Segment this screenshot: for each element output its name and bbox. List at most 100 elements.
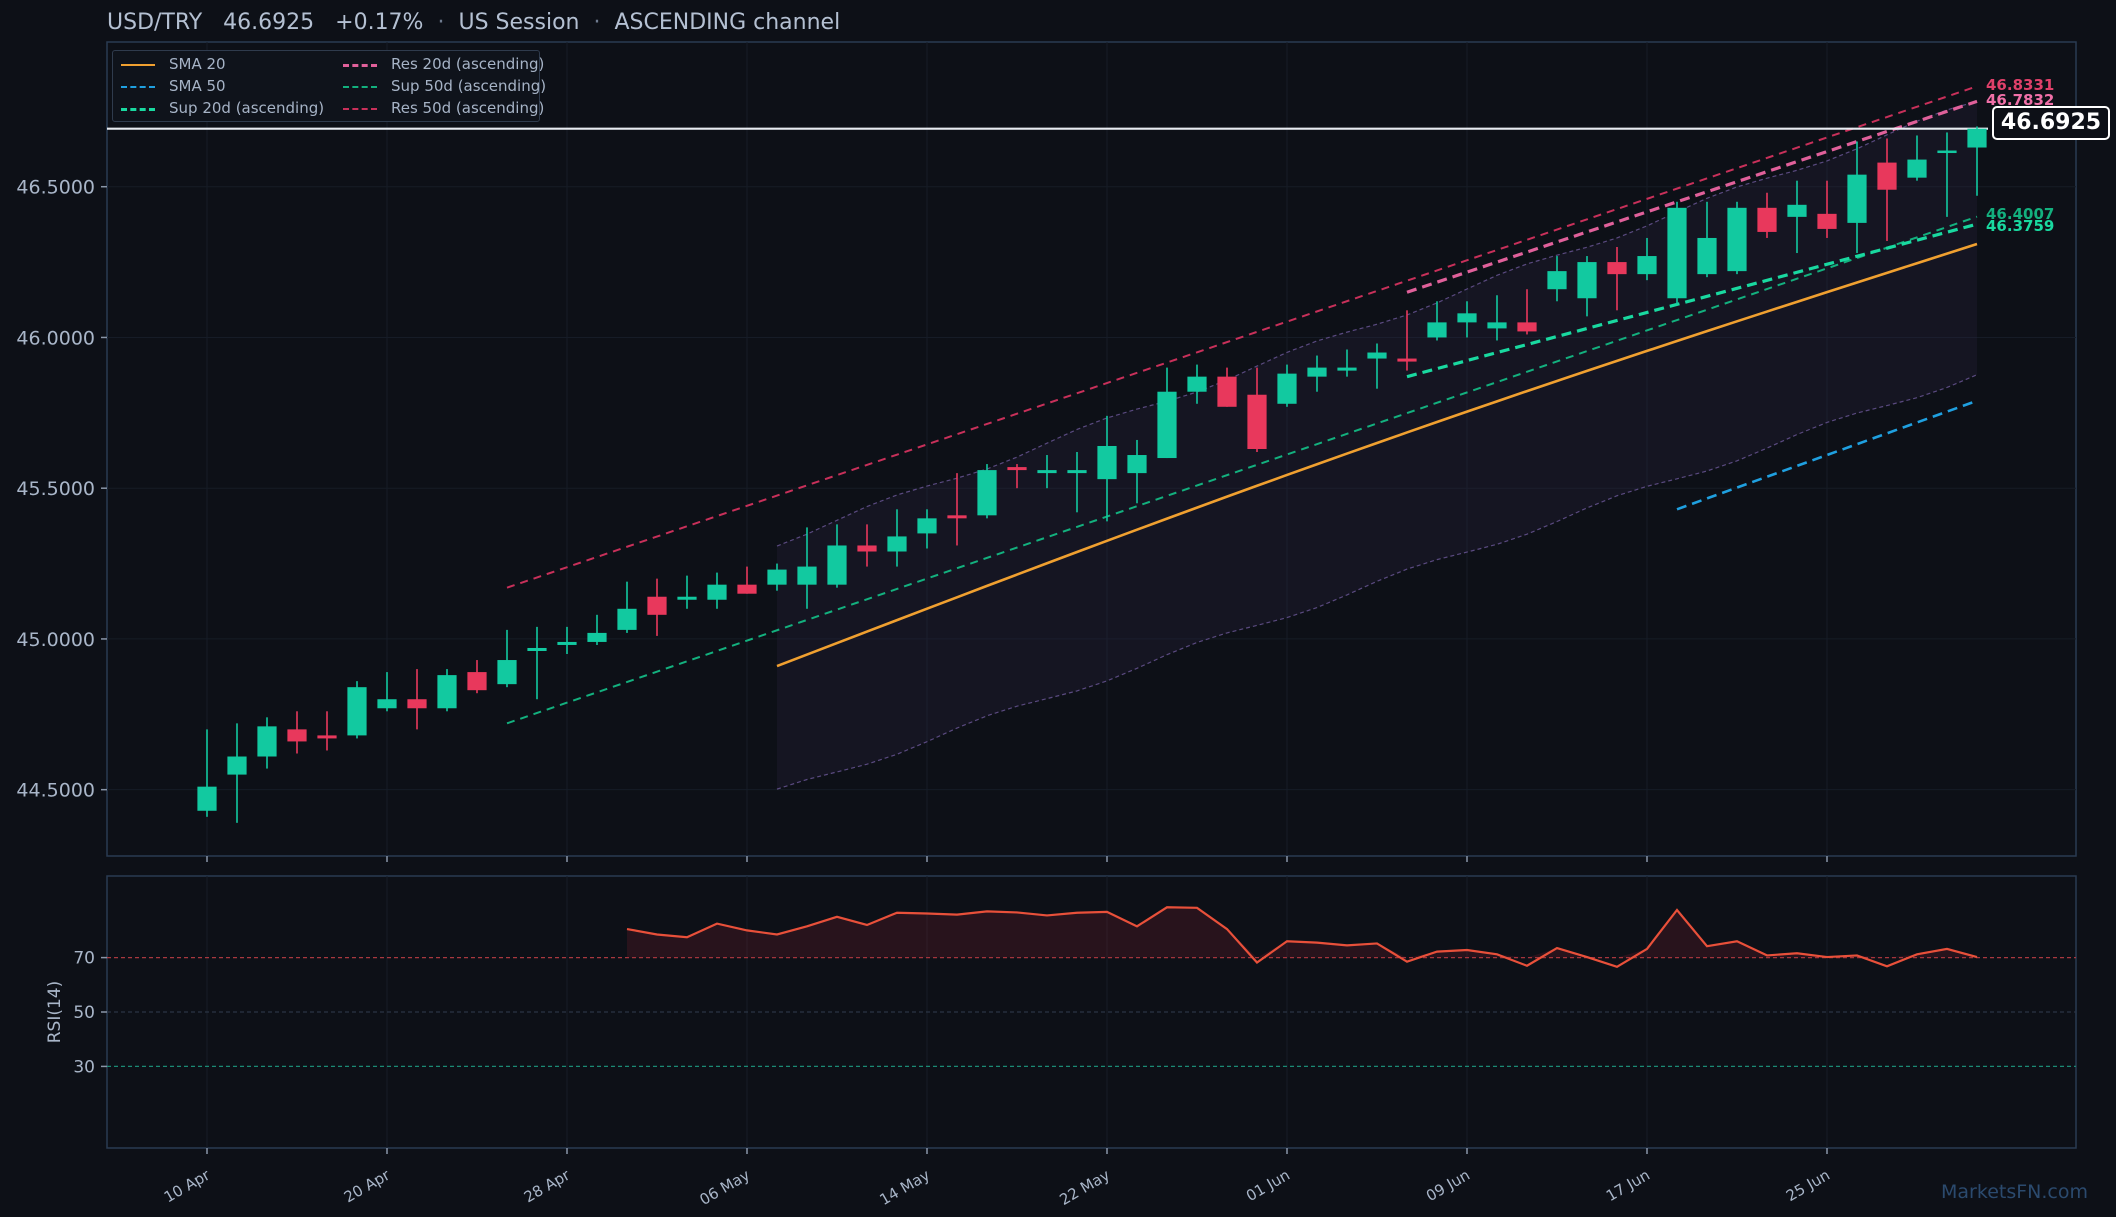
candle <box>617 581 637 633</box>
candle <box>257 717 277 769</box>
legend-label: Sup 50d (ascending) <box>391 77 547 95</box>
candle <box>1157 367 1177 459</box>
candle <box>1457 301 1477 338</box>
y-tick-label: 45.5000 <box>16 478 95 500</box>
candle <box>1547 256 1567 302</box>
candle <box>737 566 757 594</box>
candle <box>1337 349 1357 377</box>
candle <box>797 527 817 609</box>
candle-body <box>1817 213 1837 229</box>
candle-body <box>257 726 277 757</box>
level-label: 46.8331 <box>1986 76 2055 95</box>
upper-band-line <box>776 100 1978 547</box>
candle <box>347 681 367 739</box>
candle-body <box>857 545 877 552</box>
legend-label: SMA 20 <box>169 55 226 73</box>
candle-body <box>1457 313 1477 323</box>
candle-body <box>917 518 937 534</box>
candle <box>1577 256 1597 317</box>
channel-label: ASCENDING channel <box>614 10 841 35</box>
sup-50d-line <box>506 215 1978 725</box>
candle-body <box>1337 367 1357 371</box>
candle-body <box>1907 159 1927 178</box>
candle-body <box>1787 204 1807 217</box>
candle <box>467 660 487 694</box>
sma-20-line <box>776 242 1978 668</box>
candle-body <box>1547 271 1567 290</box>
candle-body <box>227 756 247 775</box>
legend-label: SMA 50 <box>169 77 226 95</box>
candle-body <box>1667 207 1687 299</box>
candle-body <box>707 584 727 600</box>
x-tick-label: 25 Jun <box>1783 1166 1833 1205</box>
session-label: US Session <box>458 10 580 35</box>
candle-body <box>1637 256 1657 275</box>
title-separator: · <box>593 10 601 35</box>
legend-swatch <box>121 86 155 88</box>
candle-body <box>527 647 547 651</box>
candle <box>827 524 847 588</box>
candle-body <box>1427 322 1447 338</box>
rsi-line <box>626 906 1978 969</box>
sup-20d-line <box>1406 222 1978 379</box>
candle <box>1787 180 1807 254</box>
rsi-tick-label: 30 <box>73 1057 95 1077</box>
legend-swatch <box>343 64 377 67</box>
candle <box>1817 180 1837 238</box>
candle <box>317 711 337 751</box>
price-panel: 44.5000 45.0000 45.5000 46.0000 46.5000 <box>16 41 2077 857</box>
candle <box>227 723 247 823</box>
rsi-tick-label: 50 <box>73 1003 95 1023</box>
candle <box>1067 452 1087 513</box>
legend-swatch <box>343 108 377 110</box>
res-50d-line <box>506 85 1978 589</box>
x-tick-label: 10 Apr <box>161 1165 214 1206</box>
candle-body <box>347 687 367 736</box>
x-tick-label: 22 May <box>1056 1166 1113 1209</box>
candle <box>1187 364 1207 404</box>
candle <box>557 626 577 655</box>
candle <box>1517 289 1537 335</box>
candle <box>887 509 907 567</box>
last-price-label: 46.6925 <box>223 10 315 35</box>
candle-body <box>317 735 337 739</box>
candle-body <box>1847 174 1867 223</box>
candle-body <box>1157 391 1177 459</box>
legend-swatch <box>121 64 155 66</box>
candle-body <box>1397 358 1417 362</box>
last-price-tag: 46.6925 <box>1992 106 2110 140</box>
sma-50-line <box>1676 399 1978 511</box>
rsi-axis-label: RSI(14) <box>45 981 65 1044</box>
candle-body <box>887 536 907 552</box>
candle <box>1427 301 1447 341</box>
x-tick-label: 14 May <box>876 1166 933 1209</box>
candle <box>677 575 697 609</box>
candle <box>1037 455 1057 489</box>
candle-body <box>437 675 457 709</box>
x-tick-label: 28 Apr <box>521 1165 574 1206</box>
candle-body <box>1277 373 1297 404</box>
candle-body <box>1697 237 1717 275</box>
candle <box>1667 201 1687 305</box>
symbol-label: USD/TRY <box>107 10 203 35</box>
legend-label: Sup 20d (ascending) <box>169 99 325 117</box>
candle-body <box>1217 376 1237 407</box>
candle <box>917 509 937 549</box>
candle <box>287 711 307 754</box>
candle-body <box>647 596 667 615</box>
candle <box>1877 138 1897 241</box>
candle <box>1907 135 1927 181</box>
candle-body <box>287 729 307 742</box>
candle <box>1277 364 1297 407</box>
legend-label: Res 50d (ascending) <box>391 99 545 117</box>
x-tick-label: 09 Jun <box>1423 1166 1473 1205</box>
candle <box>1847 141 1867 254</box>
candle <box>1757 192 1777 238</box>
candle-body <box>827 545 847 585</box>
level-label: 46.7832 <box>1986 91 2055 110</box>
candle <box>977 464 997 519</box>
candle <box>1397 310 1417 371</box>
x-tick-label: 06 May <box>696 1166 753 1209</box>
candle-body <box>407 699 427 709</box>
title-separator: · <box>437 10 445 35</box>
